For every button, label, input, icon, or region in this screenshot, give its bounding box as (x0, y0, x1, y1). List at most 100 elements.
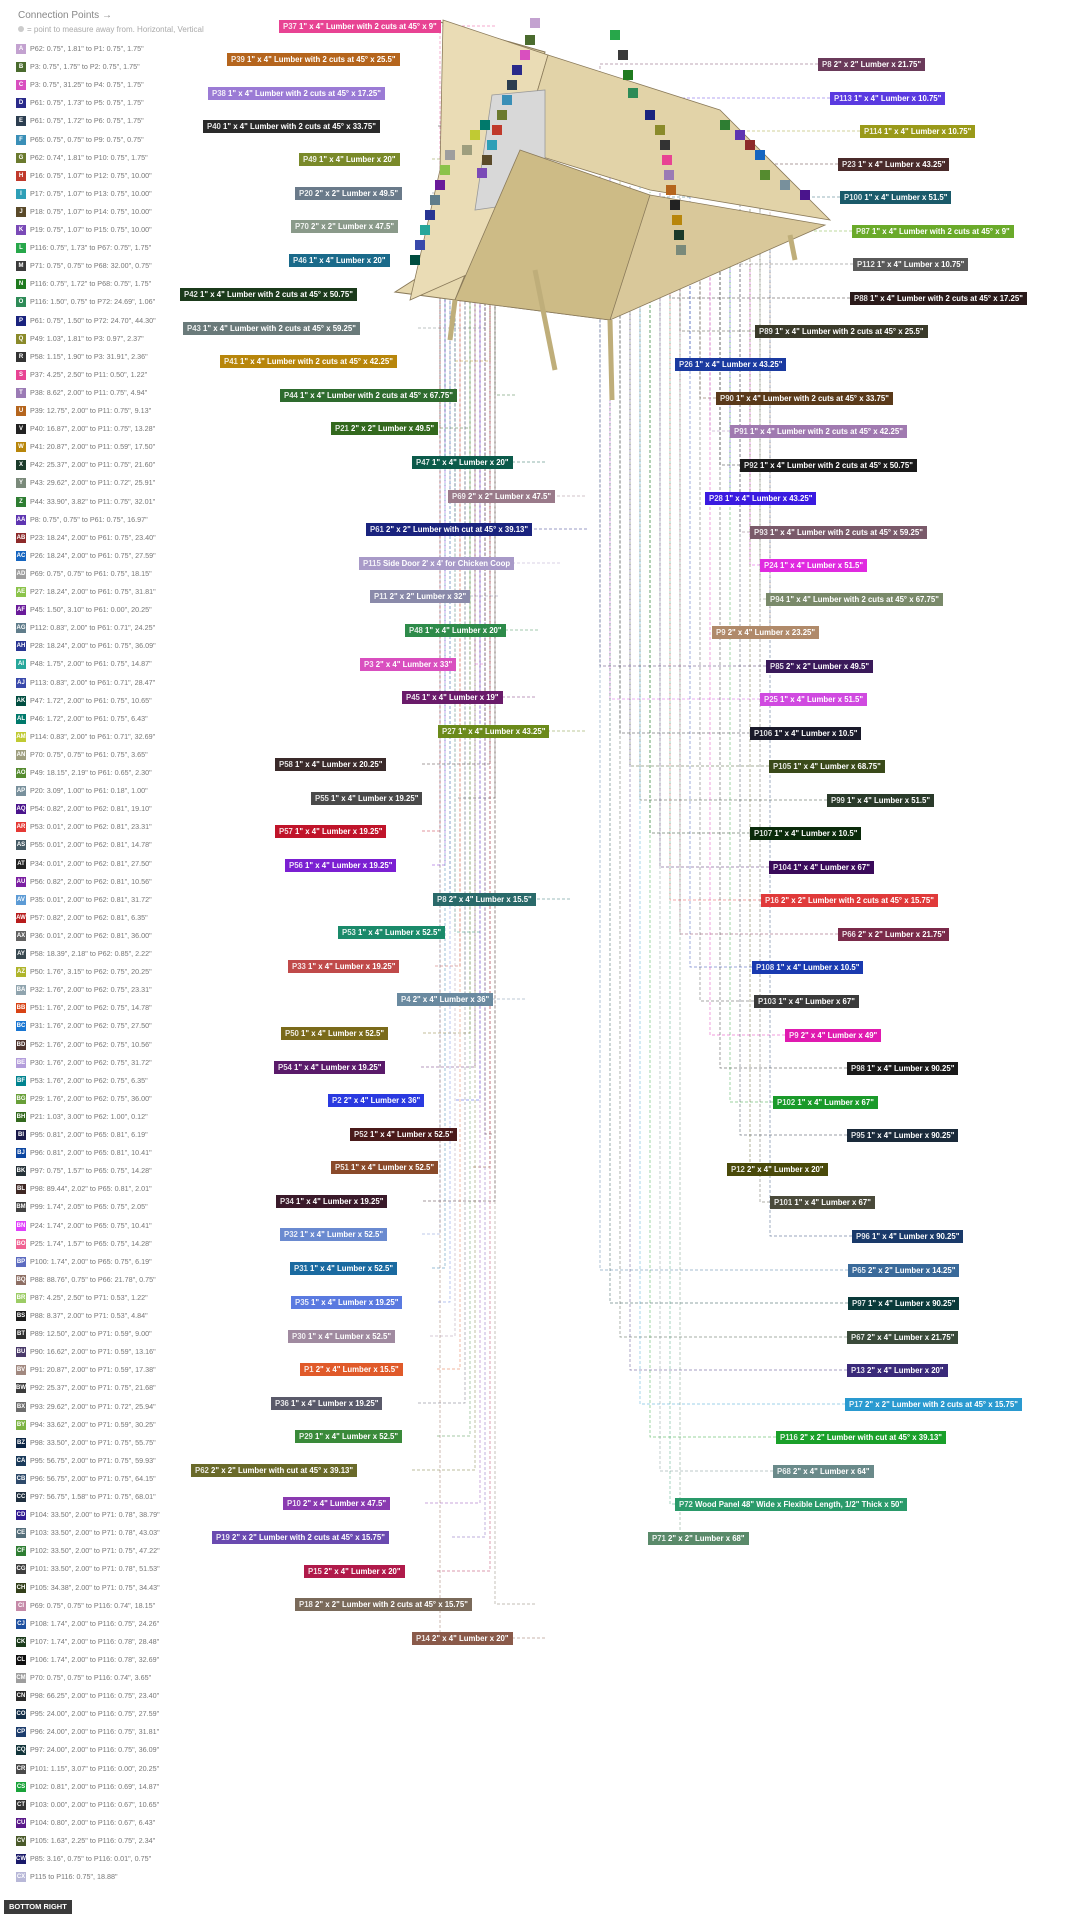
roof-marker (676, 245, 686, 255)
part-label: P30 1" x 4" Lumber x 52.5" (288, 1330, 396, 1343)
part-id: P113 (834, 94, 854, 103)
connection-badge: AA (16, 514, 26, 525)
connection-badge: E (16, 116, 26, 127)
connection-text: P115 to P116: 0.75", 18.88" (30, 1872, 118, 1882)
part-description: 2" x 4" Lumber x 47.5" (303, 1499, 387, 1508)
part-label: P96 1" x 4" Lumber x 90.25" (852, 1230, 964, 1243)
connection-badge: CF (16, 1546, 26, 1557)
part-description: 1" x 4" Lumber with 2 cuts at 45° x 25.5… (247, 55, 396, 64)
connection-row: BJ P96: 0.81", 2.00" to P65: 0.81", 10.41… (16, 1146, 152, 1160)
part-id: P8 (822, 60, 834, 69)
connection-badge: BZ (16, 1437, 26, 1448)
part-id: P100 (844, 193, 865, 202)
connection-badge: CB (16, 1473, 26, 1484)
connection-badge: M (16, 261, 26, 272)
roof-marker (662, 155, 672, 165)
leader-line (689, 216, 752, 968)
part-description: 1" x 4" Lumber x 19.25" (331, 794, 419, 803)
part-label: P42 1" x 4" Lumber with 2 cuts at 45° x … (180, 288, 357, 301)
part-label: P114 1" x 4" Lumber x 10.75" (860, 125, 976, 138)
leader-line (639, 180, 845, 1405)
connection-badge: A (16, 44, 26, 55)
part-description: 1" x 4" Lumber x 67" (794, 1198, 871, 1207)
connection-text: P92: 25.37", 2.00" to P71: 0.75", 21.68" (30, 1383, 156, 1393)
connection-text: P37: 4.25", 2.50" to P11: 0.50", 1.22" (30, 369, 148, 379)
part-description: 1" x 4" Lumber x 19.25" (305, 861, 393, 870)
part-label: P107 1" x 4" Lumber x 10.5" (750, 827, 862, 840)
roof-marker (480, 120, 490, 130)
part-label: P8 2" x 2" Lumber x 21.75" (818, 58, 926, 71)
connection-row: AW P57: 0.82", 2.00" to P62: 0.81", 6.35" (16, 911, 148, 925)
roof-marker (655, 125, 665, 135)
marker-dot-icon (18, 26, 24, 32)
part-label: P71 2" x 2" Lumber x 68" (648, 1532, 749, 1545)
part-description: 1" x 4" Lumber x 52.5" (351, 1163, 435, 1172)
part-id: P21 (335, 424, 352, 433)
connection-text: P44: 33.90", 3.82" to P11: 0.75", 32.01" (30, 496, 156, 506)
connection-text: P58: 1.15", 1.90" to P3: 31.91", 2.36" (30, 351, 148, 361)
connection-text: P54: 0.82", 2.00" to P62: 0.81", 19.10" (30, 804, 152, 814)
connection-row: BB P51: 1.76", 2.00" to P62: 0.75", 14.78… (16, 1001, 152, 1015)
connection-row: AV P35: 0.01", 2.00" to P62: 0.81", 31.72… (16, 893, 152, 907)
part-id: P48 (409, 626, 426, 635)
part-label: P4 2" x 4" Lumber x 36" (397, 993, 494, 1006)
roof-marker (628, 88, 638, 98)
connection-row: B P3: 0.75", 1.75" to P2: 0.75", 1.75" (16, 60, 140, 74)
bottom-right-button[interactable]: BOTTOM RIGHT (4, 1900, 72, 1914)
leader-line (629, 240, 769, 767)
part-description: 2" x 4" Lumber x 64" (793, 1467, 870, 1476)
part-id: P94 (770, 595, 787, 604)
part-description: 2" x 2" Lumber x 21.75" (833, 60, 922, 69)
roof-marker (425, 210, 435, 220)
connection-badge: BW (16, 1383, 26, 1394)
roof-marker (800, 190, 810, 200)
part-label: P58 1" x 4" Lumber x 20.25" (275, 758, 387, 771)
leader-line (727, 192, 751, 1170)
roof-marker (618, 50, 628, 60)
part-description: 1" x 4" Lumber x 10.5" (776, 963, 860, 972)
connection-row: T P38: 8.62", 2.00" to P11: 0.75", 4.94" (16, 386, 147, 400)
part-description: 1" x 4" Lumber x 52.5" (308, 1332, 392, 1341)
part-description: 1" x 4" Lumber x 52.5" (300, 1230, 384, 1239)
part-id: P24 (764, 561, 781, 570)
connection-text: P116: 0.75", 1.72" to P68: 0.75", 1.75" (30, 279, 152, 289)
connection-text: P107: 1.74", 2.00" to P116: 0.78", 28.48… (30, 1636, 160, 1646)
leader-line (437, 240, 491, 1572)
part-id: P9 (716, 628, 728, 637)
part-label: P43 1" x 4" Lumber with 2 cuts at 45° x … (183, 322, 360, 335)
leader-line (454, 230, 480, 933)
part-id: P27 (442, 727, 459, 736)
connection-badge: AP (16, 786, 26, 797)
connection-badge: CX (16, 1872, 26, 1883)
part-description: 2" x 2" Lumber x 47.5" (468, 492, 552, 501)
part-label: P2 2" x 4" Lumber x 36" (328, 1094, 425, 1107)
connection-badge: BY (16, 1419, 26, 1430)
part-label: P28 1" x 4" Lumber x 43.25" (705, 492, 817, 505)
connection-badge: P (16, 315, 26, 326)
connection-badge: CA (16, 1455, 26, 1466)
leader-line (629, 264, 847, 1371)
connection-row: CK P107: 1.74", 2.00" to P116: 0.78", 28.… (16, 1635, 159, 1649)
part-label: P94 1" x 4" Lumber with 2 cuts at 45° x … (766, 593, 943, 606)
connection-text: P41: 20.87", 2.00" to P11: 0.59", 17.50" (30, 442, 156, 452)
roof-marker (745, 140, 755, 150)
part-label: P39 1" x 4" Lumber with 2 cuts at 45° x … (227, 53, 400, 66)
part-description: 1" x 4" Lumber x 51.5" (847, 796, 931, 805)
part-id: P104 (773, 863, 794, 872)
connection-row: AB P23: 18.24", 2.00" to P61: 0.75", 23.4… (16, 531, 156, 545)
connection-text: P100: 1.74", 2.00" to P65: 0.75", 6.19" (30, 1256, 152, 1266)
part-label: P70 2" x 2" Lumber x 47.5" (291, 220, 399, 233)
connection-row: BK P97: 0.75", 1.57" to P65: 0.75", 14.28… (16, 1164, 152, 1178)
connection-row: BY P94: 33.62", 2.00" to P71: 0.59", 30.2… (16, 1418, 156, 1432)
connection-text: P114: 0.83", 2.00" to P61: 0.71", 32.69" (30, 731, 156, 741)
connection-badge: BP (16, 1256, 26, 1267)
roof-marker (470, 130, 480, 140)
connection-text: P98: 33.50", 2.00" to P71: 0.75", 55.75" (30, 1437, 156, 1447)
connection-text: P93: 29.62", 2.00" to P71: 0.72", 25.94" (30, 1401, 156, 1411)
connection-badge: U (16, 406, 26, 417)
roof-marker (520, 50, 530, 60)
connection-badge: CO (16, 1709, 26, 1720)
connection-row: L P116: 0.75", 1.73" to P67: 0.75", 1.75" (16, 241, 151, 255)
part-id: P103 (758, 997, 779, 1006)
part-description: 2" x 4" Lumber x 20" (324, 1567, 401, 1576)
